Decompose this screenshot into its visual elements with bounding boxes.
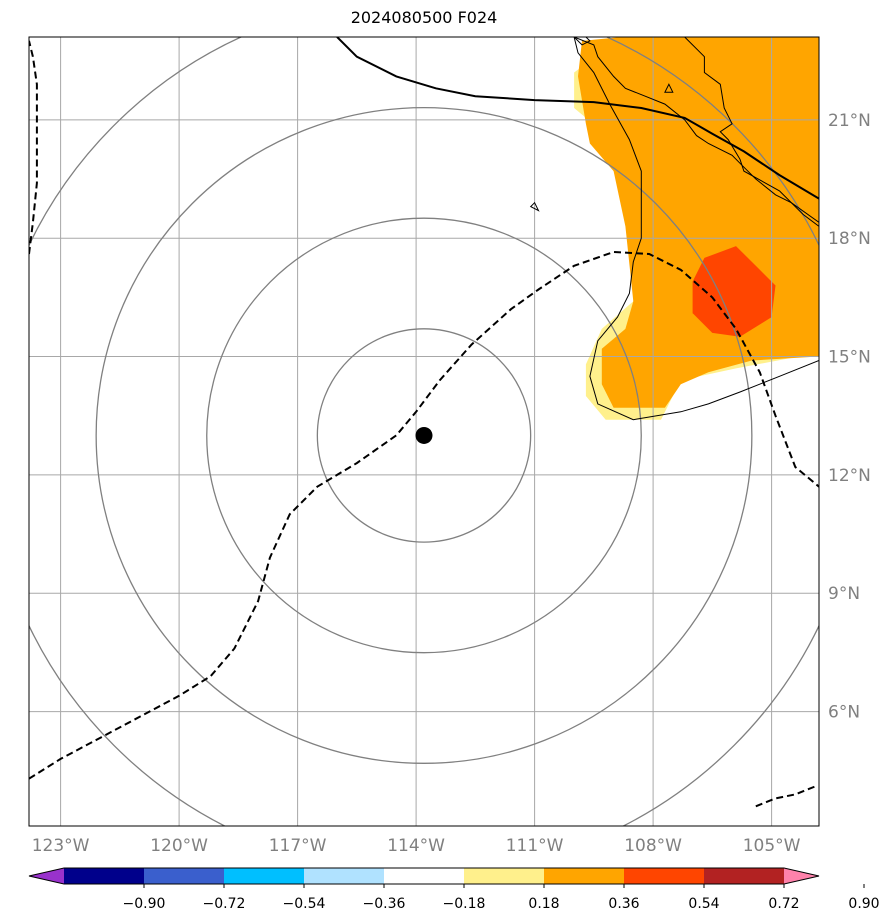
coastline-2 <box>684 37 819 227</box>
longitude-labels: 123°W 120°W 117°W 114°W 111°W 108°W 105°W <box>32 836 801 856</box>
lat-tick-label: 18°N <box>828 229 871 249</box>
colorbar-tick-label: −0.18 <box>443 896 486 912</box>
colorbar-tick-label: 0.90 <box>848 896 879 912</box>
latitude-labels: 6°N 9°N 12°N 15°N 18°N 21°N <box>828 111 871 723</box>
contour-lines <box>29 37 819 808</box>
filled-region-1 <box>578 37 819 408</box>
range-ring-0 <box>316 328 532 543</box>
dashed-contour-2 <box>755 785 816 808</box>
colorbar-extend-high <box>784 868 819 884</box>
island-2 <box>573 37 591 46</box>
colorbar-bin <box>384 868 465 884</box>
lon-tick-label: 105°W <box>743 836 801 856</box>
storm-center-marker <box>415 426 433 444</box>
gridlines <box>29 37 819 826</box>
lat-tick-label: 21°N <box>828 111 871 131</box>
colorbar-tick-label: −0.36 <box>363 896 406 912</box>
island-0 <box>664 83 674 93</box>
chart-title: 2024080500 F024 <box>350 8 498 27</box>
lon-tick-label: 123°W <box>32 836 90 856</box>
colorbar-bin <box>544 868 625 884</box>
island-1 <box>529 201 540 212</box>
colorbar-bin <box>224 868 305 884</box>
range-rings <box>29 37 819 826</box>
lon-tick-label: 114°W <box>387 836 445 856</box>
lon-tick-label: 108°W <box>624 836 682 856</box>
colorbar-bin <box>464 868 545 884</box>
lon-tick-label: 111°W <box>506 836 564 856</box>
colorbar-bin <box>144 868 225 884</box>
filled-region-2 <box>692 246 776 337</box>
colorbar-extend-low <box>29 868 64 884</box>
lon-tick-label: 117°W <box>269 836 327 856</box>
colorbar-bin <box>64 868 145 884</box>
coastline-0 <box>573 37 819 223</box>
colorbar-bin <box>624 868 705 884</box>
coastline-1 <box>573 37 819 421</box>
colorbar-tick-label: 0.36 <box>608 896 639 912</box>
lat-tick-label: 9°N <box>828 584 860 604</box>
colorbar-tick-label: 0.18 <box>528 896 559 912</box>
range-ring-1 <box>206 217 642 654</box>
plot-frame <box>28 36 820 827</box>
colorbar-tick-label: 0.72 <box>768 896 799 912</box>
dashed-contour-0 <box>29 250 819 780</box>
colorbar-bin <box>704 868 785 884</box>
range-ring-2 <box>95 106 753 764</box>
lat-tick-label: 6°N <box>828 703 860 723</box>
colorbar-tick-label: −0.90 <box>123 896 166 912</box>
lat-tick-label: 15°N <box>828 348 871 368</box>
shaded-field <box>574 37 819 420</box>
colorbar: −0.90 −0.72 −0.54 −0.36 −0.18 0.18 0.36 0.54 0.7… <box>28 867 880 912</box>
storm-center-group <box>415 426 433 444</box>
colorbar-tick-label: −0.54 <box>283 896 326 912</box>
colorbar-bin <box>304 868 385 884</box>
dashed-contour-1 <box>29 40 38 255</box>
solid-contour-0 <box>336 37 819 200</box>
colorbar-outline <box>28 867 820 885</box>
lat-tick-label: 12°N <box>828 466 871 486</box>
colorbar-tick-label: 0.54 <box>688 896 719 912</box>
lon-tick-label: 120°W <box>150 836 208 856</box>
colorbar-tick-label: −0.72 <box>203 896 246 912</box>
coastlines <box>529 37 819 421</box>
